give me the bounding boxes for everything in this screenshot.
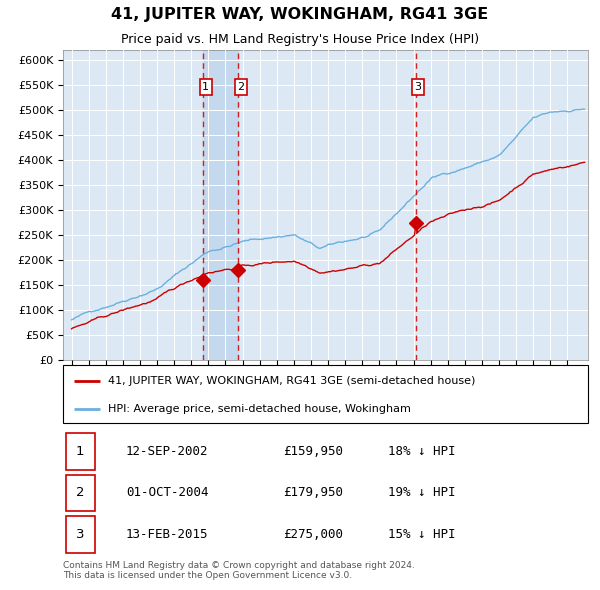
FancyBboxPatch shape	[65, 475, 95, 511]
Text: 01-OCT-2004: 01-OCT-2004	[126, 487, 209, 500]
Text: 41, JUPITER WAY, WOKINGHAM, RG41 3GE (semi-detached house): 41, JUPITER WAY, WOKINGHAM, RG41 3GE (se…	[107, 376, 475, 386]
Text: 2: 2	[237, 82, 244, 92]
Text: 18% ↓ HPI: 18% ↓ HPI	[389, 445, 456, 458]
Text: 13-FEB-2015: 13-FEB-2015	[126, 528, 209, 541]
Text: 15% ↓ HPI: 15% ↓ HPI	[389, 528, 456, 541]
Text: 41, JUPITER WAY, WOKINGHAM, RG41 3GE: 41, JUPITER WAY, WOKINGHAM, RG41 3GE	[112, 6, 488, 21]
Text: Contains HM Land Registry data © Crown copyright and database right 2024.
This d: Contains HM Land Registry data © Crown c…	[63, 561, 415, 581]
Bar	[203, 50, 238, 360]
Text: £179,950: £179,950	[284, 487, 343, 500]
Text: 12-SEP-2002: 12-SEP-2002	[126, 445, 209, 458]
Text: £275,000: £275,000	[284, 528, 343, 541]
Text: 2: 2	[76, 487, 85, 500]
Text: Price paid vs. HM Land Registry's House Price Index (HPI): Price paid vs. HM Land Registry's House …	[121, 32, 479, 45]
Text: 3: 3	[415, 82, 422, 92]
FancyBboxPatch shape	[65, 516, 95, 553]
Text: 1: 1	[76, 445, 85, 458]
Text: 19% ↓ HPI: 19% ↓ HPI	[389, 487, 456, 500]
Text: 3: 3	[76, 528, 85, 541]
Text: HPI: Average price, semi-detached house, Wokingham: HPI: Average price, semi-detached house,…	[107, 404, 410, 414]
Text: 1: 1	[202, 82, 209, 92]
FancyBboxPatch shape	[63, 365, 588, 423]
Text: £159,950: £159,950	[284, 445, 343, 458]
FancyBboxPatch shape	[65, 433, 95, 470]
